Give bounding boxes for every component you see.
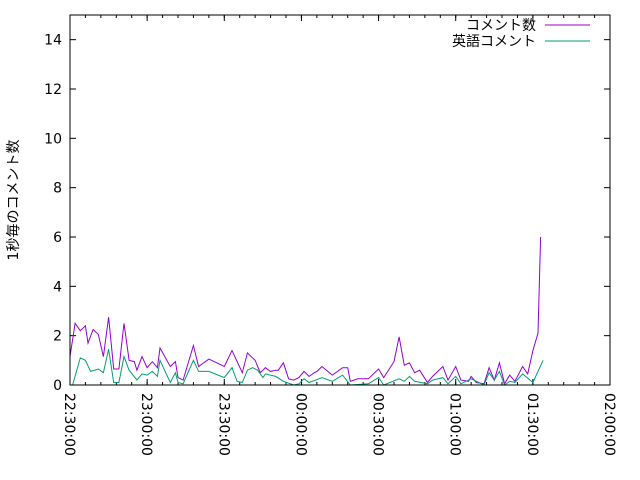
x-tick-label: 23:00:00 xyxy=(138,393,154,456)
series-line-1 xyxy=(72,349,544,386)
y-tick-label: 14 xyxy=(44,33,62,49)
y-tick-label: 0 xyxy=(53,378,62,394)
x-tick-label: 02:00:00 xyxy=(601,393,617,456)
y-tick-label: 4 xyxy=(53,279,62,295)
y-tick-label: 2 xyxy=(53,329,62,345)
legend: コメント数 英語コメント xyxy=(452,18,590,50)
y-tick-label: 12 xyxy=(44,82,62,98)
x-tick-label: 23:30:00 xyxy=(215,393,231,456)
x-tick-label: 00:00:00 xyxy=(292,393,308,456)
y-tick-label: 8 xyxy=(53,181,62,197)
y-axis-label: 1秒毎のコメント数 xyxy=(6,140,22,261)
plot-border xyxy=(69,14,611,386)
series-line-0 xyxy=(69,236,542,386)
x-tick-label: 01:00:00 xyxy=(447,393,463,456)
x-tick-label: 00:30:00 xyxy=(370,393,386,456)
x-tick-label: 22:30:00 xyxy=(61,393,77,456)
y-tick-label: 10 xyxy=(44,131,62,147)
legend-label-1: 英語コメント xyxy=(452,33,536,50)
legend-label-0: コメント数 xyxy=(466,18,536,34)
x-tick-label: 01:30:00 xyxy=(524,393,540,456)
y-tick-label: 6 xyxy=(53,230,62,246)
